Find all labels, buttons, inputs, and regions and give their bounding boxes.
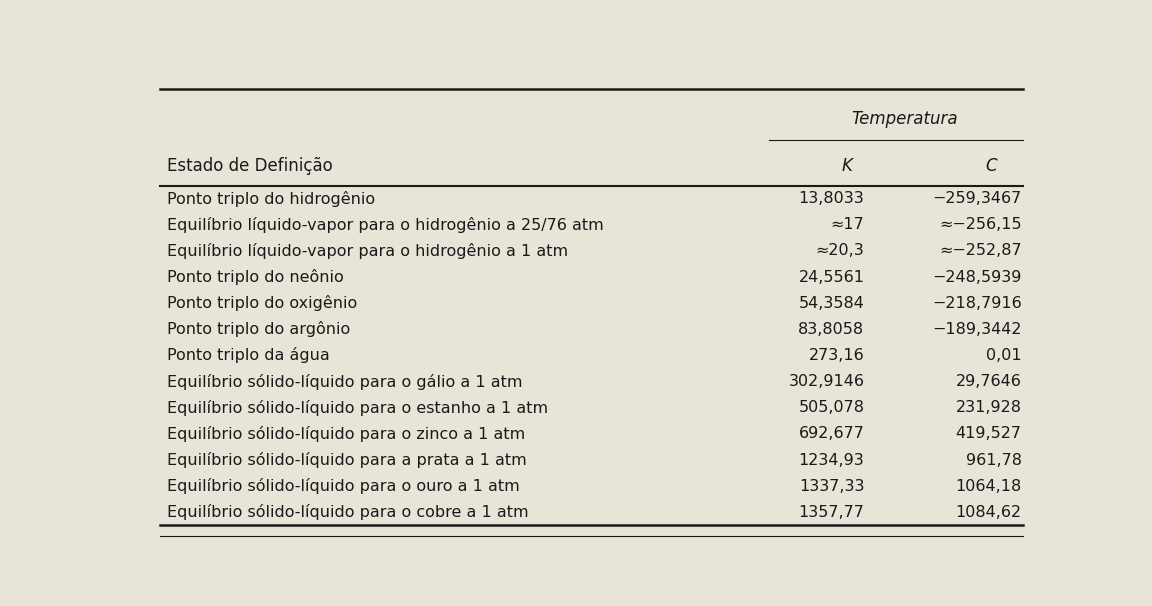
Text: 54,3584: 54,3584 [798, 296, 864, 311]
Text: Estado de Definição: Estado de Definição [167, 157, 333, 175]
Text: 1357,77: 1357,77 [798, 505, 864, 520]
Text: Equilíbrio sólido-líquido para o estanho a 1 atm: Equilíbrio sólido-líquido para o estanho… [167, 400, 548, 416]
Text: Ponto triplo da água: Ponto triplo da água [167, 347, 329, 364]
Text: 1084,62: 1084,62 [955, 505, 1022, 520]
Text: Ponto triplo do oxigênio: Ponto triplo do oxigênio [167, 295, 357, 311]
Text: Ponto triplo do hidrogênio: Ponto triplo do hidrogênio [167, 191, 376, 207]
Text: −189,3442: −189,3442 [932, 322, 1022, 337]
Text: 419,527: 419,527 [956, 427, 1022, 441]
Text: 1337,33: 1337,33 [799, 479, 864, 494]
Text: 273,16: 273,16 [809, 348, 864, 363]
Text: Temperatura: Temperatura [851, 110, 957, 128]
Text: 24,5561: 24,5561 [798, 270, 864, 285]
Text: C: C [985, 157, 998, 175]
Text: ≈17: ≈17 [831, 218, 864, 232]
Text: Equilíbrio sólido-líquido para a prata a 1 atm: Equilíbrio sólido-líquido para a prata a… [167, 452, 526, 468]
Text: Equilíbrio sólido-líquido para o cobre a 1 atm: Equilíbrio sólido-líquido para o cobre a… [167, 504, 529, 521]
Text: ≈20,3: ≈20,3 [816, 244, 864, 259]
Text: K: K [842, 157, 852, 175]
Text: 83,8058: 83,8058 [798, 322, 864, 337]
Text: Ponto triplo do argônio: Ponto triplo do argônio [167, 321, 350, 338]
Text: −248,5939: −248,5939 [932, 270, 1022, 285]
Text: Ponto triplo do neônio: Ponto triplo do neônio [167, 269, 344, 285]
Text: 13,8033: 13,8033 [798, 191, 864, 206]
Text: −218,7916: −218,7916 [932, 296, 1022, 311]
Text: 505,078: 505,078 [798, 400, 864, 415]
Text: Equilíbrio líquido-vapor para o hidrogênio a 25/76 atm: Equilíbrio líquido-vapor para o hidrogên… [167, 217, 604, 233]
Text: −259,3467: −259,3467 [932, 191, 1022, 206]
Text: ≈−252,87: ≈−252,87 [939, 244, 1022, 259]
Text: 302,9146: 302,9146 [788, 374, 864, 389]
Text: Equilíbrio sólido-líquido para o ouro a 1 atm: Equilíbrio sólido-líquido para o ouro a … [167, 478, 520, 494]
Text: Equilíbrio sólido-líquido para o gálio a 1 atm: Equilíbrio sólido-líquido para o gálio a… [167, 374, 523, 390]
Text: ≈−256,15: ≈−256,15 [939, 218, 1022, 232]
Text: 1234,93: 1234,93 [798, 453, 864, 467]
Text: 0,01: 0,01 [986, 348, 1022, 363]
Text: Equilíbrio líquido-vapor para o hidrogênio a 1 atm: Equilíbrio líquido-vapor para o hidrogên… [167, 243, 568, 259]
Text: 961,78: 961,78 [965, 453, 1022, 467]
Text: 692,677: 692,677 [798, 427, 864, 441]
Text: 1064,18: 1064,18 [955, 479, 1022, 494]
Text: Equilíbrio sólido-líquido para o zinco a 1 atm: Equilíbrio sólido-líquido para o zinco a… [167, 426, 525, 442]
Text: 29,7646: 29,7646 [956, 374, 1022, 389]
Text: 231,928: 231,928 [956, 400, 1022, 415]
